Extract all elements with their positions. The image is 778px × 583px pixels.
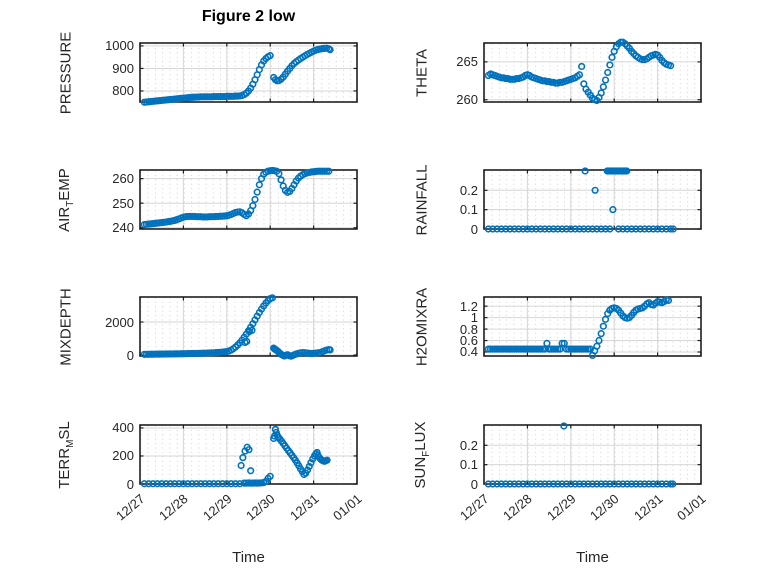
y-tick-label: 200	[112, 448, 134, 464]
ylabel-text: AIR	[56, 206, 73, 232]
y-tick-label: 0	[470, 221, 478, 237]
ylabel-text: PRESSURE	[57, 31, 75, 114]
subplot-theta: THETA 260 265	[414, 38, 702, 107]
subplot-sun-flux: SUNFLUX 0 0.1 0.2 12/27 12/28 12/29 12/30 12/31 0…	[412, 421, 709, 523]
axes-box	[483, 424, 702, 485]
y-axis-label-air_temp: AIRTEMP	[56, 168, 76, 232]
ylabel-text: EMP	[56, 167, 73, 201]
mixdepth-series-markers	[140, 294, 334, 360]
pressure-plot-area	[139, 42, 358, 106]
y-tick-label: 250	[112, 195, 134, 211]
y-tick-label: 0.6	[459, 333, 478, 349]
theta-series-markers	[484, 38, 675, 105]
x-axis-label-left: Time	[232, 549, 265, 566]
y-axis-label-terr_msl: TERRMSL	[56, 421, 76, 489]
axes-box	[483, 296, 702, 357]
y-tick-label: 1	[470, 310, 478, 326]
y-axis-label-mixdepth: MIXDEPTH	[58, 288, 75, 366]
pressure-series-markers	[140, 44, 334, 106]
y-tick-label: 0.1	[459, 202, 478, 218]
y-tick-label: 0	[126, 347, 134, 363]
minor-grid-dots	[141, 426, 356, 483]
axes-box	[139, 42, 358, 103]
subplot-air-temp: AIRTEMP 240 250 260	[56, 166, 358, 235]
ylabel-text: TERR	[56, 447, 73, 489]
terr_msl-series-markers	[140, 425, 331, 488]
minor-grid-dots	[485, 426, 700, 483]
sun_flux-plot-area	[483, 422, 702, 488]
subplot-pressure: PRESSURE 800 900 1000	[58, 31, 358, 114]
y-tick-label: 0.2	[459, 437, 478, 453]
minor-grid-dots	[485, 44, 700, 101]
sun_flux-series-markers	[484, 422, 677, 488]
y-tick-label: 260	[112, 171, 134, 187]
y-tick-label: 0	[470, 476, 478, 492]
y-axis-label-pressure: PRESSURE	[58, 31, 75, 114]
y-tick-label: 0	[126, 476, 134, 492]
mixdepth-plot-area	[139, 294, 358, 360]
y-tick-label: 400	[112, 420, 134, 436]
subplot-mixdepth: MIXDEPTH 0 2000	[58, 288, 358, 365]
figure-title: Figure 2 low	[201, 8, 296, 25]
x-axis-label-right: Time	[576, 549, 609, 566]
minor-grid-dots	[485, 171, 700, 228]
axis-tick-marks	[139, 425, 358, 485]
h2omixra-plot-area	[483, 296, 702, 360]
axes-box	[139, 169, 358, 230]
y-tick-label: 1000	[105, 38, 134, 54]
minor-grid-dots	[485, 298, 700, 355]
ylabel-subscript: T	[65, 200, 76, 207]
theta-plot-area	[483, 38, 702, 105]
y-tick-label: 0.1	[459, 457, 478, 473]
ylabel-text: SL	[56, 420, 73, 440]
subplot-h2omixra: H2OMIXRA 0.4 0.6 0.8 1 1.2	[414, 287, 702, 366]
ylabel-subscript: M	[65, 439, 76, 448]
y-tick-label: 240	[112, 220, 134, 236]
y-tick-label: 260	[456, 92, 478, 108]
rainfall-plot-area	[483, 167, 702, 233]
subplot-terr-msl: TERRMSL 0 200 400 12/27 12/28 12/29 12/30 12/31 0…	[56, 420, 365, 523]
y-tick-label: 0.4	[459, 344, 478, 360]
rainfall-series-markers	[484, 167, 677, 233]
air_temp-plot-area	[139, 166, 358, 230]
terr_msl-plot-area	[139, 424, 358, 488]
y-tick-label: 800	[112, 83, 134, 99]
y-tick-label: 265	[456, 54, 478, 70]
y-tick-label: 2000	[105, 314, 134, 330]
y-tick-label: 1.2	[459, 298, 478, 314]
y-tick-label: 0.2	[459, 182, 478, 198]
axes-box	[139, 296, 358, 357]
ylabel-text: MIXDEPTH	[57, 287, 75, 366]
air_temp-series-markers	[140, 166, 333, 229]
h2omixra-series-markers	[484, 296, 673, 360]
y-tick-label: 900	[112, 60, 134, 76]
axes-box	[483, 169, 702, 230]
subplot-rainfall: RAINFALL 0 0.1 0.2	[414, 164, 702, 237]
y-tick-label: 0.8	[459, 321, 478, 337]
